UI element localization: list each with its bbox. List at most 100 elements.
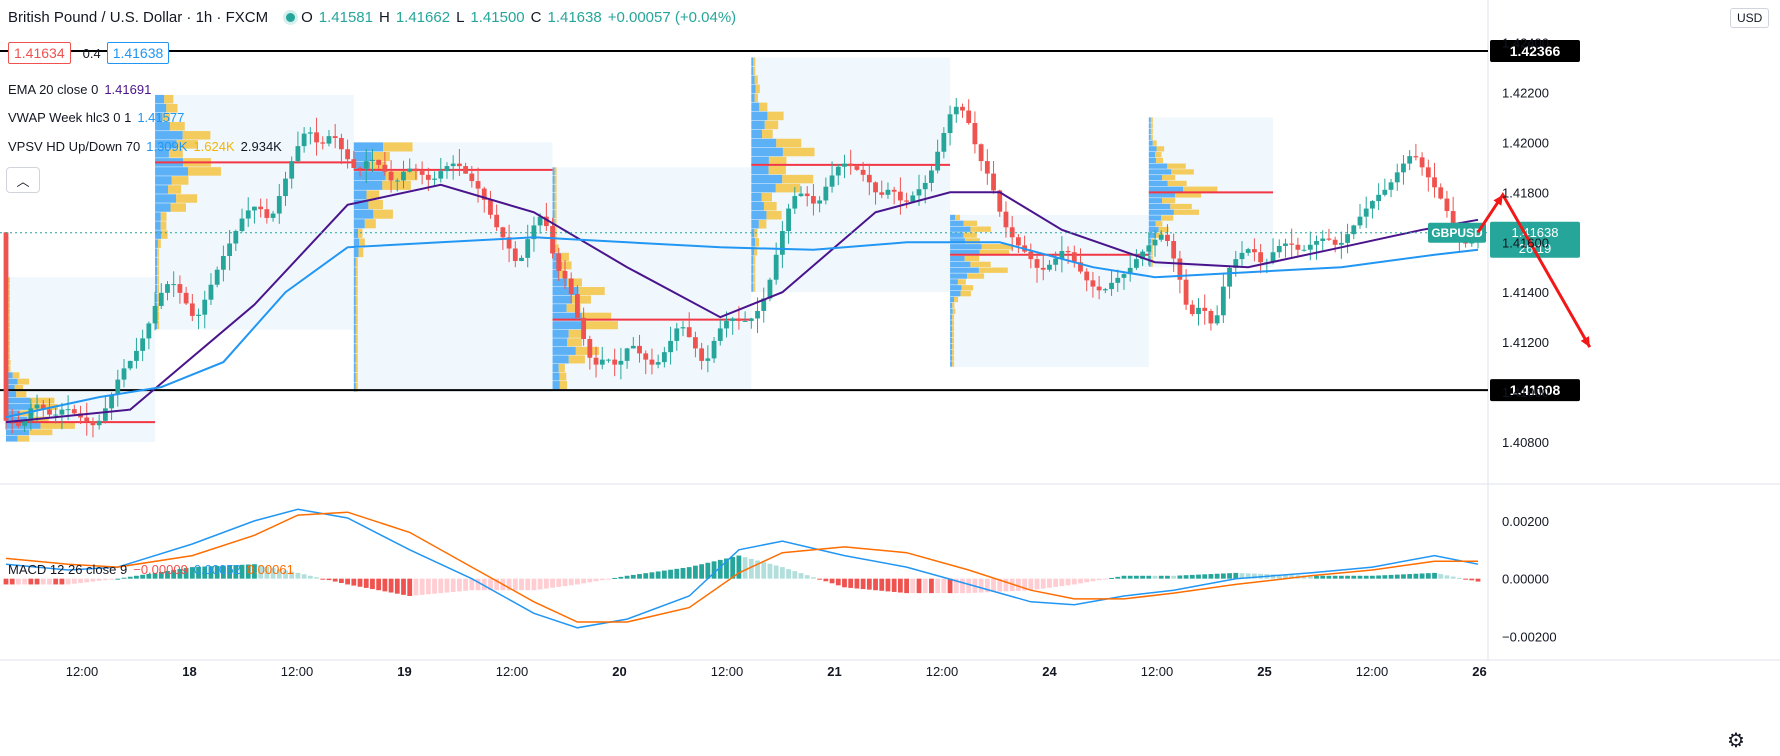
volume-profile-down-bar	[963, 232, 977, 238]
macd-histogram-bar	[1096, 578, 1102, 581]
ema-label: EMA 20 close 0	[8, 82, 99, 97]
macd-histogram-bar	[724, 558, 729, 579]
macd-histogram-bar	[860, 578, 866, 590]
volume-profile-up-bar	[1148, 163, 1168, 169]
forecast-arrow-line	[1476, 191, 1592, 348]
macd-hist-value: −0.00009	[133, 562, 188, 577]
vwap-legend[interactable]: VWAP Week hlc3 0 1 1.41577	[8, 110, 190, 125]
macd-histogram-bar	[1450, 576, 1456, 579]
vpsv-legend[interactable]: VPSV HD Up/Down 70 1.309K 1.624K 2.934K	[8, 139, 288, 154]
volume-profile-down-bar	[554, 235, 557, 244]
macd-histogram-bar	[873, 578, 878, 591]
candle-body	[1071, 252, 1077, 263]
change-value: +0.00057 (+0.04%)	[607, 9, 737, 26]
volume-profile-down-bar	[964, 238, 980, 244]
candle-body	[668, 340, 673, 353]
macd-histogram-bar	[606, 578, 611, 580]
volume-profile-up-bar	[751, 265, 754, 274]
volume-profile-up-bar	[950, 232, 964, 238]
macd-histogram-bar	[301, 574, 307, 579]
price-tick-label: 1.40800	[1502, 435, 1549, 450]
volume-profile-down-bar	[952, 302, 955, 309]
macd-legend[interactable]: MACD 12 26 close 9 −0.00009 0.00052 0.00061	[8, 562, 300, 577]
macd-histogram-bar	[568, 578, 574, 586]
volume-profile-up-bar	[751, 147, 783, 157]
macd-histogram-bar	[388, 578, 394, 593]
volume-profile-up-bar	[155, 239, 158, 248]
candle-body	[587, 339, 593, 358]
candle-body	[798, 193, 804, 197]
macd-histogram-bar	[1065, 578, 1071, 586]
macd-histogram-bar	[506, 578, 512, 591]
macd-histogram-bar	[1463, 578, 1468, 580]
vwap-label: VWAP Week hlc3 0 1	[8, 110, 132, 125]
price-tick-label: 1.41200	[1502, 335, 1549, 350]
macd-histogram-bar	[879, 578, 885, 591]
macd-histogram-bar	[891, 578, 897, 592]
macd-histogram-bar	[65, 578, 71, 585]
candle-body	[345, 149, 351, 160]
macd-tick-label: 0.00000	[1502, 572, 1549, 587]
sell-button[interactable]: 1.41634	[8, 42, 71, 64]
macd-histogram-bar	[189, 567, 195, 579]
volume-profile-up-bar	[353, 248, 359, 258]
macd-histogram-bar	[152, 572, 158, 579]
ema-legend[interactable]: EMA 20 close 0 1.41691	[8, 82, 157, 97]
price-tick-label: 1.41400	[1502, 285, 1549, 300]
volume-profile-up-bar	[950, 273, 968, 279]
macd-histogram-bar	[1338, 575, 1344, 579]
macd-histogram-bar	[717, 559, 723, 579]
candle-body	[1289, 243, 1295, 245]
volume-profile-up-bar	[6, 423, 41, 429]
gear-icon[interactable]: ⚙	[1727, 730, 1745, 752]
volume-profile-down-bar	[383, 142, 413, 152]
macd-histogram-bar	[842, 578, 847, 588]
candle-body	[1140, 251, 1146, 260]
volume-profile-down-bar	[963, 220, 978, 227]
volume-profile-down-bar	[366, 190, 380, 200]
volume-profile-down-bar	[161, 230, 168, 239]
volume-profile-down-bar	[758, 219, 767, 229]
volume-profile-down-bar	[952, 337, 955, 344]
volume-profile-up-bar	[751, 174, 783, 184]
candle-body	[1090, 280, 1096, 287]
macd-histogram-bar	[307, 575, 313, 579]
candle-body	[1370, 201, 1375, 209]
volume-profile-up-bar	[552, 192, 555, 202]
volume-profile-down-bar	[566, 304, 581, 313]
currency-badge[interactable]: USD	[1730, 8, 1770, 28]
volume-profile-up-bar	[1148, 203, 1171, 210]
volume-profile-up-bar	[950, 361, 953, 367]
macd-histogram-bar	[897, 578, 903, 593]
horizontal-level-badge	[1490, 379, 1580, 402]
volume-profile-up-bar	[155, 275, 158, 285]
macd-histogram-bar	[444, 578, 450, 593]
ema-value: 1.41691	[104, 82, 152, 97]
volume-profile-down-bar	[567, 278, 582, 287]
volume-profile-up-bar	[552, 278, 568, 287]
volume-profile-up-bar	[6, 435, 18, 442]
volume-profile-down-bar	[559, 381, 568, 390]
macd-histogram-bar	[3, 578, 9, 585]
macd-histogram-bar	[1171, 575, 1177, 579]
low-value: 1.41500	[470, 9, 525, 26]
volume-profile-up-bar	[950, 331, 953, 338]
volume-profile-up-bar	[950, 249, 980, 256]
volume-profile-down-bar	[1150, 255, 1153, 261]
volume-profile-up-bar	[552, 363, 559, 373]
volume-profile-up-bar	[1148, 209, 1174, 215]
volume-profile-down-bar	[355, 257, 358, 267]
candle-body	[1047, 264, 1052, 270]
macd-signal-value: 0.00061	[246, 562, 294, 577]
volume-profile-up-bar	[353, 334, 356, 344]
candle-body	[500, 227, 506, 238]
volume-profile-down-bar	[1155, 157, 1164, 164]
candle-body	[1245, 249, 1251, 253]
collapse-legend-button[interactable]: ︿	[6, 167, 40, 193]
volume-profile-up-bar	[155, 140, 177, 149]
volume-profile-up-bar	[751, 93, 755, 103]
buy-button[interactable]: 1.41638	[106, 42, 170, 64]
volume-profile-down-bar	[168, 185, 182, 194]
volume-profile-up-bar	[1148, 215, 1162, 221]
